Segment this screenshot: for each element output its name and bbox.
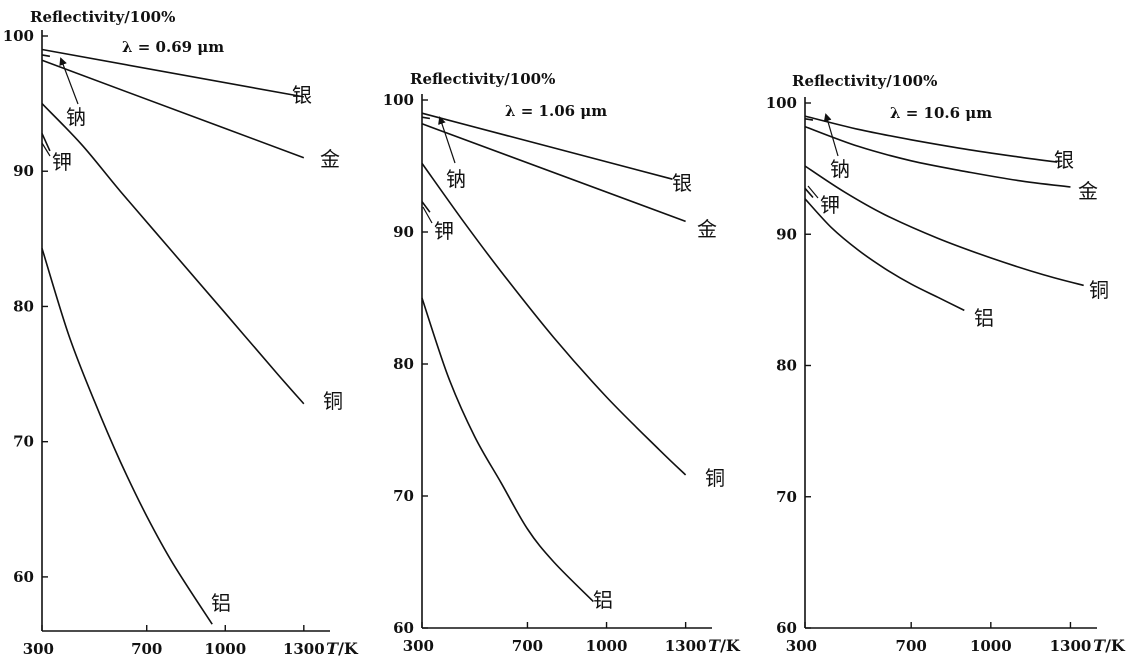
y-tick-label: 70 xyxy=(776,488,797,506)
y-tick-label: 70 xyxy=(393,487,414,505)
y-tick-label: 100 xyxy=(3,27,34,45)
series-label: 铝 xyxy=(593,588,613,612)
series-line-4 xyxy=(41,103,305,405)
x-tick-label: 1300 xyxy=(665,637,707,655)
series-label: 铝 xyxy=(211,591,231,615)
series-line-5 xyxy=(421,201,431,213)
chart-panel-3: 60 70 80 90 100 300 700 1000 1300 T/K Reflectivity… xyxy=(766,72,1126,655)
series-label: 铜 xyxy=(323,389,343,413)
series-line-6 xyxy=(41,248,213,625)
x-tick-label: 700 xyxy=(131,640,162,658)
y-tick-label: 90 xyxy=(776,225,797,243)
chart-panel-1: 60 70 80 90 100 300 700 1000 1300 T/K Reflectivity… xyxy=(3,8,359,658)
y-axis-label: Reflectivity/100% xyxy=(792,72,937,90)
y-tick-label: 60 xyxy=(776,619,797,637)
y-tick-label: 90 xyxy=(13,162,34,180)
series-line-1 xyxy=(421,112,673,180)
series-leader-line xyxy=(438,116,456,164)
wavelength-annotation: λ = 0.69 μm xyxy=(122,38,224,56)
series-line-4 xyxy=(421,162,687,476)
y-axis-label: Reflectivity/100% xyxy=(410,70,555,88)
series-label: 金 xyxy=(1078,179,1098,203)
series-label: 钾 xyxy=(820,193,840,217)
x-tick-label: 1000 xyxy=(586,637,628,655)
series-label: 铜 xyxy=(705,466,725,490)
y-tick-label: 80 xyxy=(776,357,797,375)
series-line-4 xyxy=(804,165,1084,287)
series-line-1 xyxy=(41,48,304,98)
series-leader-line xyxy=(59,57,79,105)
y-tick-label: 60 xyxy=(393,619,414,637)
x-axis-label: T/K xyxy=(326,639,359,658)
y-tick-label: 80 xyxy=(393,355,414,373)
wavelength-annotation: λ = 10.6 μm xyxy=(890,104,992,122)
y-tick-label: 100 xyxy=(383,91,414,109)
series-label: 金 xyxy=(697,217,717,241)
x-tick-label: 1300 xyxy=(283,640,325,658)
y-tick-label: 90 xyxy=(393,223,414,241)
series-line-5 xyxy=(804,187,814,199)
series-label: 钾 xyxy=(434,219,454,243)
y-tick-label: 70 xyxy=(13,433,34,451)
series-label: 铜 xyxy=(1089,278,1109,302)
series-label: 钠 xyxy=(830,157,850,181)
series-line-3 xyxy=(804,125,1071,188)
x-axis-label: T/K xyxy=(1093,636,1126,655)
series-label: 铝 xyxy=(974,306,994,330)
series-label: 金 xyxy=(320,147,340,171)
series-leader-line xyxy=(807,185,819,199)
x-tick-label: 1300 xyxy=(1050,637,1092,655)
series-line-3 xyxy=(41,59,305,159)
y-axis-label: Reflectivity/100% xyxy=(30,8,175,26)
series-label: 银 xyxy=(672,171,692,195)
x-tick-label: 1000 xyxy=(204,640,246,658)
series-leader-line xyxy=(823,113,839,157)
x-tick-label: 700 xyxy=(896,637,927,655)
x-tick-label: 700 xyxy=(512,637,543,655)
series-line-2 xyxy=(421,116,431,120)
series-line-2 xyxy=(804,118,814,121)
series-line-2 xyxy=(41,54,51,58)
series-label: 钾 xyxy=(52,150,72,174)
x-tick-label: 300 xyxy=(786,637,817,655)
x-axis-label: T/K xyxy=(708,636,741,655)
y-tick-label: 80 xyxy=(13,297,34,315)
series-leader-line xyxy=(41,142,51,157)
chart-panel-2: 60 70 80 90 100 300 700 1000 1300 T/K Reflectivity… xyxy=(383,70,741,655)
series-label: 银 xyxy=(1054,148,1074,172)
series-label: 钠 xyxy=(446,167,466,191)
y-tick-label: 100 xyxy=(766,94,797,112)
series-leader-line xyxy=(422,206,433,224)
series-line-6 xyxy=(804,198,965,312)
series-label: 银 xyxy=(292,83,312,107)
x-tick-label: 1000 xyxy=(970,637,1012,655)
y-tick-label: 60 xyxy=(13,568,34,586)
series-label: 钠 xyxy=(66,105,86,129)
x-tick-label: 300 xyxy=(403,637,434,655)
wavelength-annotation: λ = 1.06 μm xyxy=(505,102,607,120)
x-tick-label: 300 xyxy=(23,640,54,658)
series-line-5 xyxy=(41,133,51,152)
series-line-6 xyxy=(421,297,594,603)
series-line-3 xyxy=(421,123,686,223)
series-line-1 xyxy=(804,115,1058,163)
